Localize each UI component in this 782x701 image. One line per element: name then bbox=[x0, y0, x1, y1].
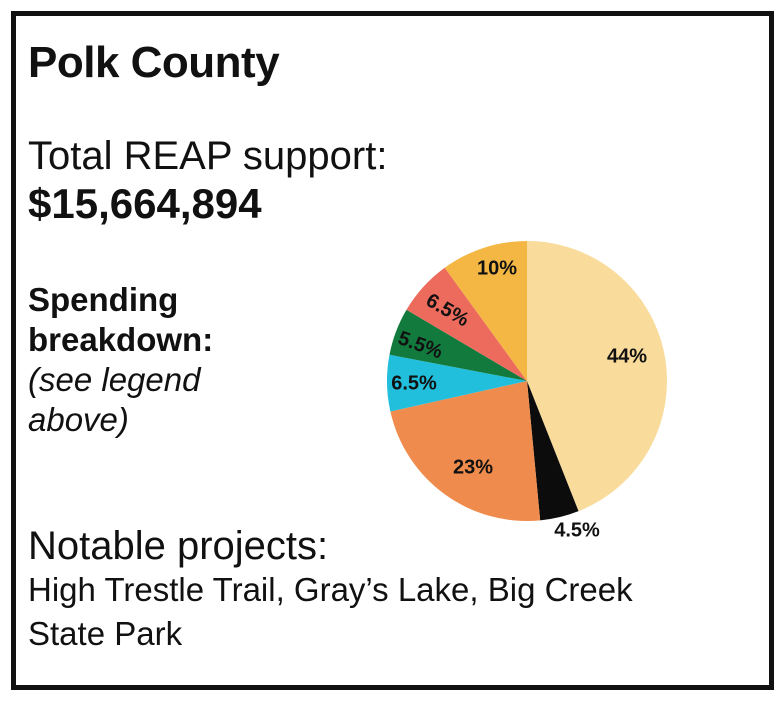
pie-slice-label: 4.5% bbox=[554, 519, 600, 541]
pie-slice-label: 44% bbox=[607, 345, 647, 367]
total-support-value: $15,664,894 bbox=[28, 180, 262, 227]
pie-slice bbox=[527, 381, 579, 521]
pie-slice bbox=[390, 381, 541, 521]
notable-projects-list: High Trestle Trail, Gray’s Lake, Big Cre… bbox=[28, 571, 633, 652]
total-support-label: Total REAP support: bbox=[28, 134, 388, 178]
pie-slice bbox=[406, 267, 527, 381]
county-title: Polk County bbox=[28, 38, 280, 87]
pie-slice bbox=[387, 354, 527, 412]
pie-slice-label: 6.5% bbox=[391, 372, 437, 394]
pie-slice-label: 23% bbox=[453, 456, 493, 478]
pie-slice bbox=[444, 241, 527, 381]
pie-slice bbox=[527, 241, 667, 512]
notable-projects-label: Notable projects: bbox=[28, 524, 329, 568]
spending-breakdown-note: (see legend above) bbox=[28, 361, 201, 438]
spending-breakdown-label: Spending breakdown: bbox=[28, 281, 214, 358]
pie-slice-label: 10% bbox=[477, 257, 517, 279]
pie-slice bbox=[389, 309, 527, 381]
